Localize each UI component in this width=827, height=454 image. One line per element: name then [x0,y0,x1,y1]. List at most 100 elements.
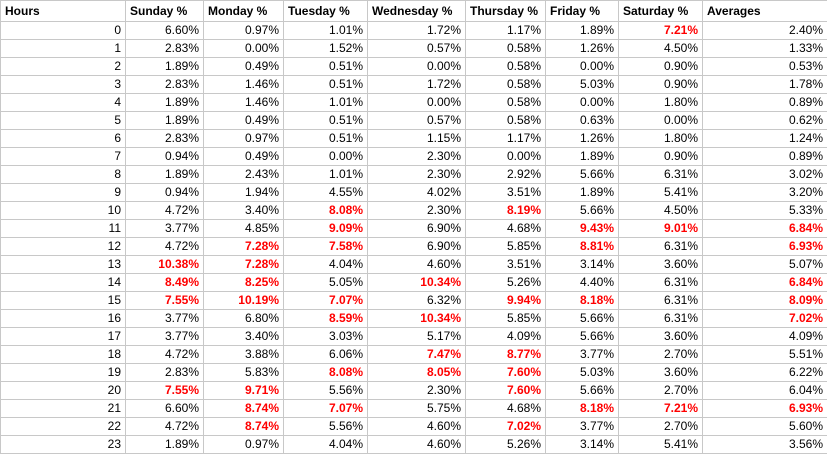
saturday-percent-cell[interactable]: 0.90% [619,58,703,76]
column-header-monday[interactable]: Monday % [204,1,284,22]
sunday-percent-cell[interactable]: 3.77% [126,220,204,238]
friday-percent-cell[interactable]: 1.26% [546,40,619,58]
friday-percent-cell[interactable]: 5.66% [546,328,619,346]
sunday-percent-cell[interactable]: 0.94% [126,184,204,202]
monday-percent-cell[interactable]: 0.97% [204,130,284,148]
tuesday-percent-cell[interactable]: 0.51% [284,112,368,130]
saturday-percent-cell[interactable]: 7.21% [619,22,703,40]
sunday-percent-cell[interactable]: 2.83% [126,364,204,382]
wednesday-percent-cell[interactable]: 2.30% [368,166,466,184]
wednesday-percent-cell[interactable]: 5.17% [368,328,466,346]
sunday-percent-cell[interactable]: 4.72% [126,202,204,220]
monday-percent-cell[interactable]: 8.74% [204,418,284,436]
saturday-percent-cell[interactable]: 6.31% [619,292,703,310]
column-header-hours[interactable]: Hours [1,1,126,22]
friday-percent-cell[interactable]: 8.18% [546,400,619,418]
hour-cell[interactable]: 21 [1,400,126,418]
hour-cell[interactable]: 13 [1,256,126,274]
hour-cell[interactable]: 4 [1,94,126,112]
saturday-percent-cell[interactable]: 1.80% [619,130,703,148]
column-header-wednesday[interactable]: Wednesday % [368,1,466,22]
saturday-percent-cell[interactable]: 3.60% [619,328,703,346]
tuesday-percent-cell[interactable]: 8.59% [284,310,368,328]
monday-percent-cell[interactable]: 0.49% [204,58,284,76]
saturday-percent-cell[interactable]: 0.90% [619,148,703,166]
monday-percent-cell[interactable]: 10.19% [204,292,284,310]
tuesday-percent-cell[interactable]: 5.56% [284,418,368,436]
saturday-percent-cell[interactable]: 7.21% [619,400,703,418]
monday-percent-cell[interactable]: 0.97% [204,22,284,40]
thursday-percent-cell[interactable]: 5.85% [466,238,546,256]
average-percent-cell[interactable]: 6.93% [703,238,827,256]
wednesday-percent-cell[interactable]: 4.02% [368,184,466,202]
saturday-percent-cell[interactable]: 5.41% [619,436,703,454]
friday-percent-cell[interactable]: 5.66% [546,382,619,400]
sunday-percent-cell[interactable]: 6.60% [126,22,204,40]
saturday-percent-cell[interactable]: 6.31% [619,310,703,328]
wednesday-percent-cell[interactable]: 2.30% [368,382,466,400]
tuesday-percent-cell[interactable]: 5.05% [284,274,368,292]
monday-percent-cell[interactable]: 3.88% [204,346,284,364]
wednesday-percent-cell[interactable]: 4.60% [368,256,466,274]
sunday-percent-cell[interactable]: 1.89% [126,436,204,454]
sunday-percent-cell[interactable]: 4.72% [126,346,204,364]
hour-cell[interactable]: 23 [1,436,126,454]
thursday-percent-cell[interactable]: 5.85% [466,310,546,328]
column-header-tuesday[interactable]: Tuesday % [284,1,368,22]
hour-cell[interactable]: 10 [1,202,126,220]
tuesday-percent-cell[interactable]: 6.06% [284,346,368,364]
thursday-percent-cell[interactable]: 0.58% [466,40,546,58]
sunday-percent-cell[interactable]: 1.89% [126,58,204,76]
thursday-percent-cell[interactable]: 3.51% [466,184,546,202]
sunday-percent-cell[interactable]: 1.89% [126,94,204,112]
friday-percent-cell[interactable]: 8.81% [546,238,619,256]
wednesday-percent-cell[interactable]: 6.90% [368,238,466,256]
sunday-percent-cell[interactable]: 10.38% [126,256,204,274]
average-percent-cell[interactable]: 3.20% [703,184,827,202]
thursday-percent-cell[interactable]: 0.58% [466,76,546,94]
thursday-percent-cell[interactable]: 5.26% [466,274,546,292]
monday-percent-cell[interactable]: 3.40% [204,328,284,346]
monday-percent-cell[interactable]: 0.49% [204,148,284,166]
hour-cell[interactable]: 7 [1,148,126,166]
tuesday-percent-cell[interactable]: 7.58% [284,238,368,256]
saturday-percent-cell[interactable]: 3.60% [619,256,703,274]
hour-cell[interactable]: 14 [1,274,126,292]
thursday-percent-cell[interactable]: 8.77% [466,346,546,364]
hour-cell[interactable]: 19 [1,364,126,382]
monday-percent-cell[interactable]: 0.49% [204,112,284,130]
saturday-percent-cell[interactable]: 0.90% [619,76,703,94]
sunday-percent-cell[interactable]: 2.83% [126,130,204,148]
friday-percent-cell[interactable]: 5.03% [546,364,619,382]
friday-percent-cell[interactable]: 4.40% [546,274,619,292]
average-percent-cell[interactable]: 6.84% [703,220,827,238]
saturday-percent-cell[interactable]: 2.70% [619,418,703,436]
wednesday-percent-cell[interactable]: 1.72% [368,22,466,40]
hour-cell[interactable]: 2 [1,58,126,76]
thursday-percent-cell[interactable]: 3.51% [466,256,546,274]
monday-percent-cell[interactable]: 4.85% [204,220,284,238]
column-header-averages[interactable]: Averages [703,1,827,22]
saturday-percent-cell[interactable]: 2.70% [619,346,703,364]
friday-percent-cell[interactable]: 5.66% [546,166,619,184]
tuesday-percent-cell[interactable]: 1.01% [284,94,368,112]
thursday-percent-cell[interactable]: 1.17% [466,130,546,148]
hour-cell[interactable]: 1 [1,40,126,58]
sunday-percent-cell[interactable]: 4.72% [126,238,204,256]
friday-percent-cell[interactable]: 9.43% [546,220,619,238]
saturday-percent-cell[interactable]: 5.41% [619,184,703,202]
hour-cell[interactable]: 11 [1,220,126,238]
average-percent-cell[interactable]: 6.93% [703,400,827,418]
wednesday-percent-cell[interactable]: 0.00% [368,58,466,76]
tuesday-percent-cell[interactable]: 7.07% [284,400,368,418]
column-header-friday[interactable]: Friday % [546,1,619,22]
saturday-percent-cell[interactable]: 1.80% [619,94,703,112]
friday-percent-cell[interactable]: 3.77% [546,418,619,436]
saturday-percent-cell[interactable]: 6.31% [619,166,703,184]
monday-percent-cell[interactable]: 5.83% [204,364,284,382]
friday-percent-cell[interactable]: 3.77% [546,346,619,364]
friday-percent-cell[interactable]: 0.63% [546,112,619,130]
friday-percent-cell[interactable]: 1.89% [546,148,619,166]
sunday-percent-cell[interactable]: 6.60% [126,400,204,418]
average-percent-cell[interactable]: 3.56% [703,436,827,454]
